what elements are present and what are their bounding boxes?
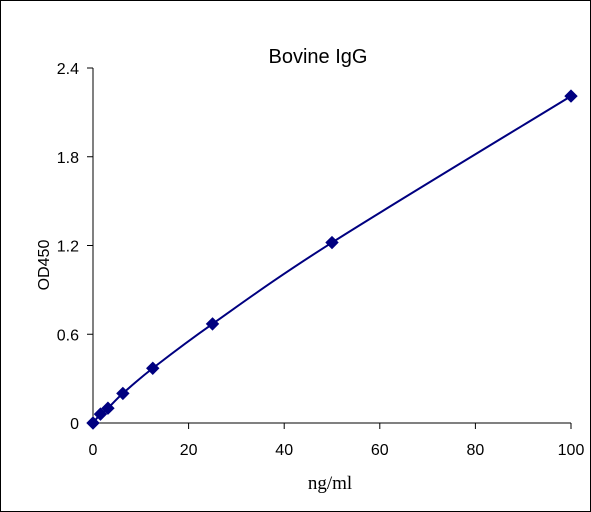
data-point [205,317,220,331]
data-point [116,386,130,401]
data-point [564,89,578,103]
x-tick-label: 80 [467,442,485,459]
y-tick-label: 0.6 [57,327,79,344]
y-ticks: 0 0.6 1.2 1.8 2.4 [57,61,93,433]
x-tick-label: 20 [180,442,198,459]
y-axis-label: OD450 [36,240,53,291]
data-point [86,416,100,430]
y-tick-label: 1.8 [57,150,79,167]
data-point [93,407,108,421]
data-points [86,89,578,430]
x-ticks: 0 20 40 60 80 100 [89,423,585,459]
x-tick-label: 60 [371,442,389,459]
x-tick-label: 100 [558,442,585,459]
data-point [146,361,160,375]
y-tick-label: 2.4 [57,61,79,78]
x-axis-label: ng/ml [308,473,352,494]
data-point [101,401,115,415]
chart-title: Bovine IgG [269,46,368,68]
y-tick-label: 0 [70,416,79,433]
x-tick-label: 40 [275,442,293,459]
y-tick-label: 1.2 [57,239,79,256]
data-point [325,235,339,250]
x-tick-label: 0 [89,442,98,459]
trend-line [92,95,572,424]
